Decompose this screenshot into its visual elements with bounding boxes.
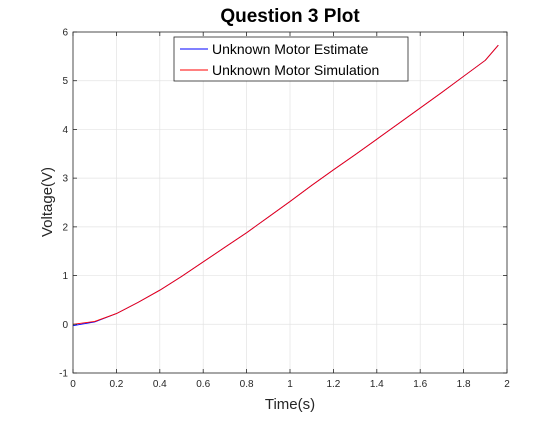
x-tick-label: 1.4	[370, 379, 384, 390]
y-tick-label: 1	[62, 271, 68, 282]
x-tick-label: 1	[287, 379, 293, 390]
series-line-simulation	[72, 44, 499, 325]
legend-box	[173, 36, 409, 82]
legend: Unknown Motor Estimate Unknown Motor Sim…	[173, 36, 409, 82]
y-axis-label: Voltage(V)	[39, 167, 56, 237]
y-tick-label: -1	[59, 369, 68, 380]
x-axis-label: Time(s)	[265, 396, 315, 413]
y-tick-label: 3	[62, 174, 68, 185]
y-tick-label: 5	[62, 76, 68, 87]
legend-label-simulation: Unknown Motor Simulation	[212, 62, 379, 78]
x-tick-label: 0.6	[196, 379, 210, 390]
y-tick-label: 2	[62, 222, 68, 233]
x-tick-label: 1.2	[326, 379, 340, 390]
x-tick-label: 0.2	[109, 379, 123, 390]
x-tick-label: 1.6	[413, 379, 427, 390]
x-tick-label: 0	[70, 379, 76, 390]
chart-title: Question 3 Plot	[220, 6, 360, 27]
y-tick-label: 4	[62, 125, 68, 136]
legend-label-estimate: Unknown Motor Estimate	[212, 41, 369, 57]
x-tick-label: 0.8	[240, 379, 254, 390]
y-tick-label: 0	[62, 320, 68, 331]
x-tick-label: 2	[504, 379, 510, 390]
x-tick-label: 1.8	[457, 379, 471, 390]
x-tick-label: 0.4	[153, 379, 167, 390]
series-group	[72, 44, 499, 327]
y-tick-label: 6	[62, 28, 68, 39]
